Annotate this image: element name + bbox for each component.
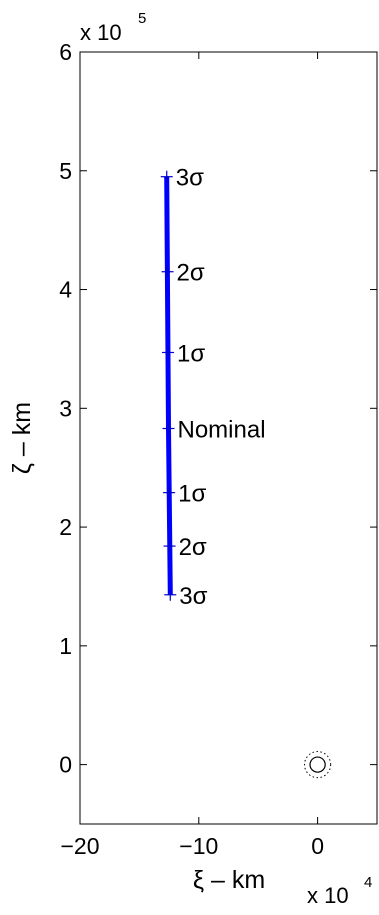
x-axis-multiplier-base: x 10 [307,883,349,908]
marker-label: 1σ [178,481,206,508]
marker-label: 1σ [177,340,205,367]
y-tick-label: 5 [59,158,72,184]
marker-label: 3σ [176,165,204,192]
marker-label: 2σ [177,260,205,287]
y-tick-label: 3 [59,395,72,421]
y-tick-label: 6 [59,39,72,65]
x-tick-label: 0 [311,833,324,859]
x-tick-label: −10 [179,833,218,859]
y-axis-label: ζ – km [8,402,36,474]
y-tick-label: 1 [59,633,72,659]
axis-ticks [79,51,377,824]
x-axis-multiplier-exponent: 4 [364,874,372,891]
target-outer-circle [304,751,332,779]
y-tick-label: 2 [59,514,72,540]
marker-label: 3σ [179,583,207,610]
plot-area [79,51,378,825]
y-tick-label: 4 [59,277,72,303]
y-axis-multiplier-base: x 10 [80,20,122,45]
target-inner-circle [309,756,326,773]
marker-label: Nominal [178,416,266,443]
markers-layer: 3σ 2σ 1σ Nominal 1σ 2σ 3σ [160,165,266,610]
y-axis-multiplier-exponent: 5 [138,10,146,27]
marker-label: 2σ [179,534,207,561]
y-tick-label: 0 [59,752,72,778]
x-axis-label: ξ – km [193,866,265,894]
axis-tick-labels: −20 −10 0 0 1 2 3 4 5 6 [59,39,324,859]
x-tick-label: −20 [60,833,99,859]
target-layer [304,751,332,779]
